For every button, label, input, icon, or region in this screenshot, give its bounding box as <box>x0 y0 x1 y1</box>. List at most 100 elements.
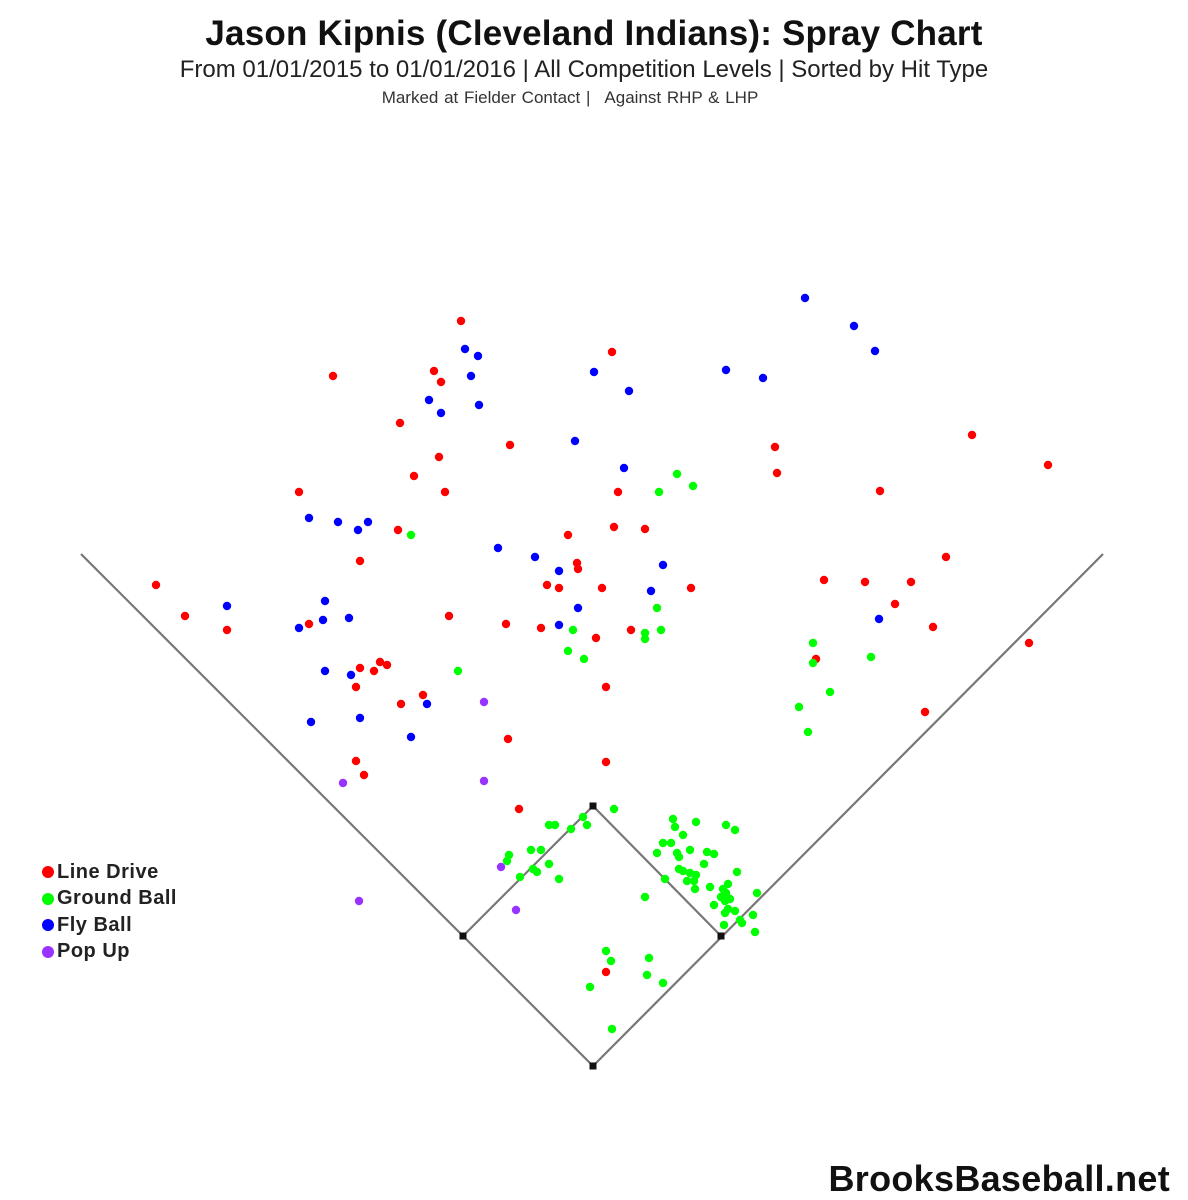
hit-point-fly-ball <box>436 408 446 418</box>
hit-point-line-drive <box>542 580 552 590</box>
hit-point-line-drive <box>640 524 650 534</box>
hit-point-ground-ball <box>685 845 695 855</box>
hit-point-fly-ball <box>589 367 599 377</box>
hit-point-ground-ball <box>705 882 715 892</box>
hit-point-line-drive <box>429 366 439 376</box>
hit-point-line-drive <box>151 580 161 590</box>
hit-point-line-drive <box>770 442 780 452</box>
hit-point-ground-ball <box>544 820 554 830</box>
hit-point-ground-ball <box>672 469 682 479</box>
hit-point-line-drive <box>601 967 611 977</box>
legend-dot-icon <box>42 945 54 958</box>
hit-point-fly-ball <box>422 699 432 709</box>
legend-dot-icon <box>42 919 54 932</box>
hit-point-fly-ball <box>466 371 476 381</box>
hit-point-fly-ball <box>619 463 629 473</box>
hit-point-ground-ball <box>737 918 747 928</box>
hit-point-fly-ball <box>318 615 328 625</box>
hit-point-ground-ball <box>640 634 650 644</box>
hit-point-ground-ball <box>709 849 719 859</box>
hit-point-ground-ball <box>502 856 512 866</box>
legend-label: Ground Ball <box>57 887 177 910</box>
hit-point-ground-ball <box>544 859 554 869</box>
hit-point-ground-ball <box>640 892 650 902</box>
hit-point-ground-ball <box>607 1024 617 1034</box>
hit-point-ground-ball <box>750 927 760 937</box>
hit-point-ground-ball <box>720 908 730 918</box>
hit-point-fly-ball <box>355 713 365 723</box>
hit-point-line-drive <box>351 682 361 692</box>
hit-point-line-drive <box>418 690 428 700</box>
hit-point-pop-up <box>496 862 506 872</box>
hit-point-ground-ball <box>725 894 735 904</box>
hit-point-line-drive <box>906 577 916 587</box>
legend-item-fly-ball: Fly Ball <box>42 912 177 939</box>
hit-point-line-drive <box>597 583 607 593</box>
hit-point-ground-ball <box>658 978 668 988</box>
hit-point-line-drive <box>536 623 546 633</box>
hit-point-line-drive <box>1043 460 1053 470</box>
hit-point-ground-ball <box>550 820 560 830</box>
hit-point-line-drive <box>563 530 573 540</box>
hit-point-line-drive <box>396 699 406 709</box>
hit-point-fly-ball <box>346 670 356 680</box>
hit-point-line-drive <box>434 452 444 462</box>
handedness-note: Against RHP & LHP <box>604 88 759 107</box>
hit-point-line-drive <box>554 583 564 593</box>
legend-dot-icon <box>42 866 54 879</box>
hit-point-ground-ball <box>866 652 876 662</box>
hit-point-fly-ball <box>306 717 316 727</box>
hit-point-fly-ball <box>658 560 668 570</box>
hit-point-line-drive <box>928 622 938 632</box>
hit-point-ground-ball <box>748 910 758 920</box>
hit-point-line-drive <box>456 316 466 326</box>
hit-point-fly-ball <box>870 346 880 356</box>
hit-point-fly-ball <box>406 732 416 742</box>
hit-point-line-drive <box>514 804 524 814</box>
watermark: BrooksBaseball.net <box>828 1158 1170 1199</box>
hit-point-line-drive <box>222 625 232 635</box>
first-base <box>717 932 725 940</box>
hit-point-ground-ball <box>536 845 546 855</box>
legend-item-ground-ball: Ground Ball <box>42 886 177 913</box>
hit-point-line-drive <box>444 611 454 621</box>
hit-point-ground-ball <box>660 874 670 884</box>
hit-point-ground-ball <box>652 603 662 613</box>
hit-point-ground-ball <box>563 646 573 656</box>
hit-point-ground-ball <box>730 906 740 916</box>
hit-point-ground-ball <box>688 481 698 491</box>
hit-point-ground-ball <box>406 530 416 540</box>
right-foul-line <box>592 553 1104 1067</box>
hit-point-fly-ball <box>573 603 583 613</box>
hit-point-ground-ball <box>678 830 688 840</box>
hit-point-line-drive <box>409 471 419 481</box>
chart-title: Jason Kipnis (Cleveland Indians): Spray … <box>205 14 983 53</box>
hit-point-ground-ball <box>601 946 611 956</box>
basepath-3b-2b <box>462 805 594 937</box>
hit-point-line-drive <box>294 487 304 497</box>
hit-point-ground-ball <box>682 876 692 886</box>
hit-point-ground-ball <box>654 487 664 497</box>
hit-point-pop-up <box>511 905 521 915</box>
hit-point-ground-ball <box>568 625 578 635</box>
hit-point-line-drive <box>967 430 977 440</box>
hit-point-ground-ball <box>566 824 576 834</box>
basepath-2b-1b <box>592 805 722 937</box>
hit-point-fly-ball <box>294 623 304 633</box>
hit-point-line-drive <box>503 734 513 744</box>
hit-point-ground-ball <box>579 654 589 664</box>
hit-point-fly-ball <box>304 513 314 523</box>
hit-point-fly-ball <box>363 517 373 527</box>
hit-point-pop-up <box>479 697 489 707</box>
hit-point-line-drive <box>591 633 601 643</box>
hit-point-line-drive <box>941 552 951 562</box>
third-base <box>459 932 467 940</box>
hit-point-ground-ball <box>825 687 835 697</box>
home-plate <box>589 1062 597 1070</box>
hit-point-ground-ball <box>794 702 804 712</box>
hit-point-fly-ball <box>222 601 232 611</box>
bases <box>459 802 725 1070</box>
hit-point-ground-ball <box>691 817 701 827</box>
hit-point-line-drive <box>875 486 885 496</box>
